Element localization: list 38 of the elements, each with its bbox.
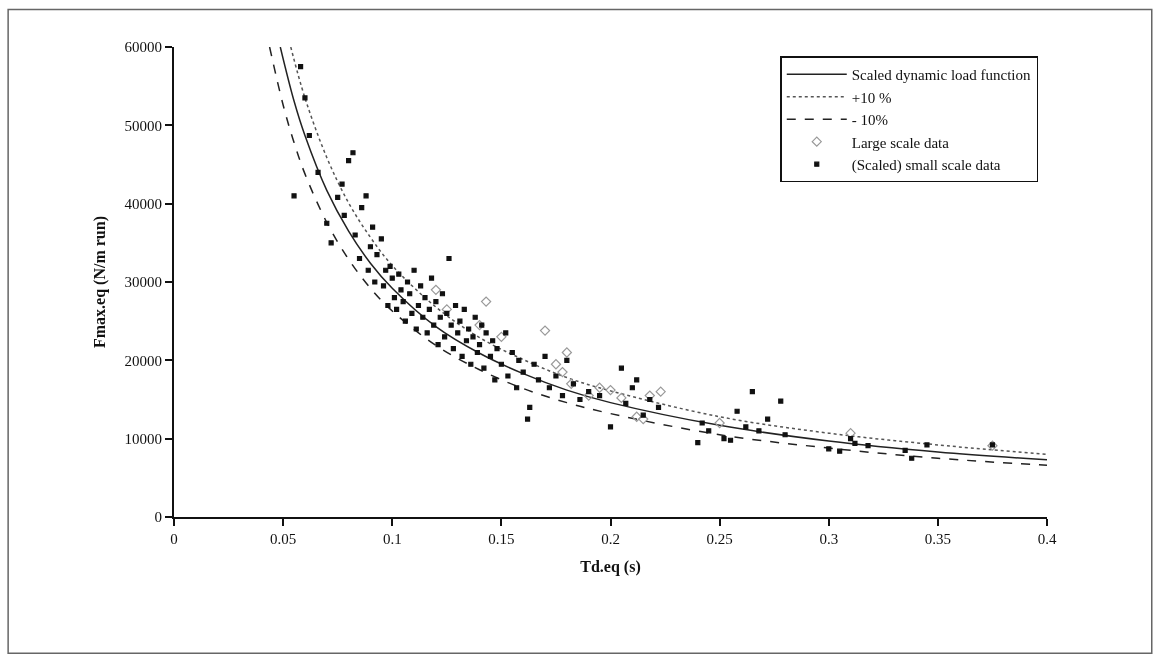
x-tick-label: 0 bbox=[170, 531, 178, 547]
point bbox=[480, 296, 492, 307]
legend-label: - 10% bbox=[851, 112, 889, 128]
y-tick-label: 10000 bbox=[124, 430, 162, 447]
point bbox=[496, 331, 507, 342]
y-tick-label: 20000 bbox=[124, 352, 162, 369]
x-tick-label: 0.4 bbox=[1037, 531, 1057, 547]
point bbox=[605, 384, 616, 396]
point bbox=[550, 359, 562, 370]
y-tick-label: 30000 bbox=[124, 274, 162, 291]
point bbox=[539, 325, 551, 336]
point bbox=[594, 382, 605, 393]
point bbox=[631, 411, 642, 422]
point bbox=[566, 378, 577, 389]
x-tick-label: 0.05 bbox=[270, 531, 297, 547]
y-tick-label: 60000 bbox=[124, 39, 162, 56]
point bbox=[430, 284, 442, 295]
point bbox=[474, 319, 485, 331]
point bbox=[655, 386, 666, 397]
legend-label: Scaled dynamic load function bbox=[851, 67, 1031, 83]
y-tick-label: 40000 bbox=[124, 195, 162, 212]
y-tick-label: 0 bbox=[154, 509, 162, 526]
x-tick-label: 0.15 bbox=[488, 531, 515, 547]
legend-label: (Scaled) small scale data bbox=[851, 157, 1001, 174]
x-tick-label: 0.3 bbox=[819, 531, 839, 547]
x-axis-title: Td.eq (s) bbox=[580, 558, 641, 577]
point bbox=[616, 392, 627, 404]
x-tick-label: 0.1 bbox=[382, 531, 402, 547]
x-tick-label: 0.2 bbox=[601, 531, 620, 547]
point bbox=[561, 347, 572, 358]
legend-label: +10 % bbox=[851, 89, 892, 106]
legend-label: Large scale data bbox=[851, 134, 950, 151]
y-axis-title: Fmax.eq (N/m run) bbox=[90, 216, 109, 348]
point bbox=[557, 366, 568, 378]
x-tick-label: 0.35 bbox=[924, 531, 952, 547]
y-tick-label: 50000 bbox=[124, 117, 162, 134]
point bbox=[714, 417, 725, 429]
x-tick-label: 0.25 bbox=[706, 531, 733, 547]
